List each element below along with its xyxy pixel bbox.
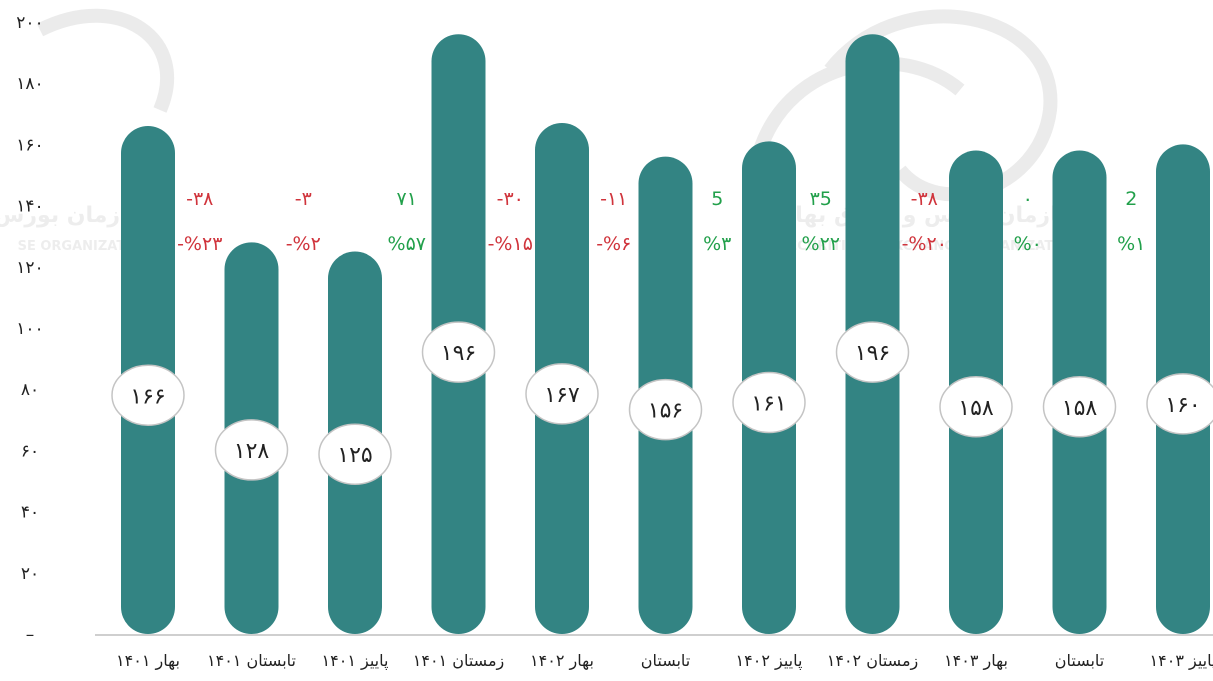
value-label-bubble [835, 321, 910, 383]
change-percent: %۳ [703, 233, 731, 255]
change-absolute: ۰ [1023, 188, 1033, 210]
value-label-bubble [732, 371, 806, 434]
change-annotations: -۳۸ -%۲۳ -۳ -%۲ ۷۱ %۵۷ -۳۰ -%۱۵ -۱۱ -%۶ 5 %۳ ۳5 %۲۲ -۳… [177, 188, 1145, 255]
data-label: ۱۶۰ [1165, 393, 1200, 418]
y-tick-label: ۴۰ [21, 503, 39, 523]
data-label: ۱۶۱ [751, 391, 786, 416]
change-absolute: -۳۰ [497, 188, 524, 210]
change-percent: -%۶ [596, 233, 631, 255]
change-percent: %۲۲ [802, 233, 840, 255]
change-absolute: -۳۸ [911, 188, 938, 210]
axes: – ۲۰ ۴۰ ۶۰ ۸۰ ۱۰۰ ۱۲۰ ۱۴۰ ۱۶۰ ۱۸۰ ۲۰۰ بهار ۱۴۰۱ تابس… [16, 13, 1213, 671]
value-label-bubble [628, 378, 703, 441]
change-absolute: -۱۱ [600, 188, 627, 210]
x-tick-label: تابستان [1055, 651, 1105, 670]
data-label: ۱۵۶ [648, 399, 683, 424]
value-labels: ۱۶۶ ۱۲۸ ۱۲۵ ۱۹۶ ۱۶۷ ۱۵۶ ۱۶۱ ۱۹۶ ۱۵۸ ۱۵۸ ۱۶۰ [111, 321, 1213, 485]
value-label-bubble [111, 364, 185, 427]
data-label: ۱۲۵ [337, 443, 372, 468]
data-label: ۱۶۷ [544, 383, 580, 408]
y-tick-label: ۸۰ [21, 380, 39, 400]
change-absolute: ۷۱ [397, 188, 417, 210]
change-percent: -%۲۳ [177, 233, 222, 255]
x-tick-label: بهار ۱۴۰۲ [530, 651, 594, 671]
change-percent: -%۲۰ [902, 233, 947, 255]
value-label-bubble [214, 419, 289, 481]
change-percent: -%۲ [286, 233, 321, 255]
y-tick-label: ۲۰۰ [16, 13, 43, 33]
data-label: ۱۵۸ [958, 396, 994, 421]
y-tick-label: ۱۲۰ [16, 258, 43, 278]
change-percent: -%۱۵ [488, 233, 533, 255]
y-tick-label: ۱۰۰ [16, 319, 43, 339]
value-label-bubble [1042, 376, 1117, 438]
y-tick-label: ۱۴۰ [16, 197, 43, 217]
watermark-text-en-left: SE ORGANIZATION [18, 239, 152, 254]
y-tick-label: ۲۰ [21, 564, 39, 584]
change-absolute: 2 [1125, 188, 1137, 210]
value-label-bubble [421, 321, 496, 383]
x-tick-label: بهار ۱۴۰۱ [116, 651, 180, 671]
value-label-bubble [1146, 373, 1213, 435]
y-tick-label: ۱۸۰ [16, 74, 43, 94]
x-tick-label: پاییز ۱۴۰۲ [736, 651, 803, 671]
change-absolute: ۳5 [810, 188, 832, 210]
data-label: ۱۲۸ [234, 439, 270, 464]
x-tick-label: تابستان ۱۴۰۱ [207, 651, 296, 670]
x-tick-label: بهار ۱۴۰۳ [944, 651, 1008, 671]
change-absolute: -۳ [295, 188, 312, 210]
x-tick-label: زمستان ۱۴۰۲ [827, 651, 918, 671]
x-tick-label: زمستان ۱۴۰۱ [413, 651, 504, 671]
value-label-bubble [525, 363, 599, 425]
change-absolute: -۳۸ [186, 188, 213, 210]
data-label: ۱۹۶ [441, 341, 476, 366]
data-label: ۱۶۶ [130, 384, 165, 409]
change-percent: %۱ [1117, 233, 1145, 255]
data-label: ۱۹۶ [855, 341, 890, 366]
x-tick-label: پاییز ۱۴۰۳ [1150, 651, 1213, 671]
change-percent: %۰ [1014, 233, 1042, 255]
value-label-bubble [318, 423, 392, 485]
change-absolute: 5 [711, 188, 723, 210]
y-tick-label: ۶۰ [21, 441, 39, 461]
watermark-text-fa: سازمان بورس و اوراق بهادار [763, 203, 1080, 228]
x-tick-label: تابستان [641, 651, 691, 670]
y-tick-label: ۱۶۰ [16, 135, 43, 155]
data-label: ۱۵۸ [1062, 396, 1098, 421]
y-tick-label: – [26, 625, 35, 645]
value-label-bubble [939, 376, 1013, 438]
x-tick-label: پاییز ۱۴۰۱ [322, 651, 389, 671]
change-percent: %۵۷ [388, 233, 426, 255]
